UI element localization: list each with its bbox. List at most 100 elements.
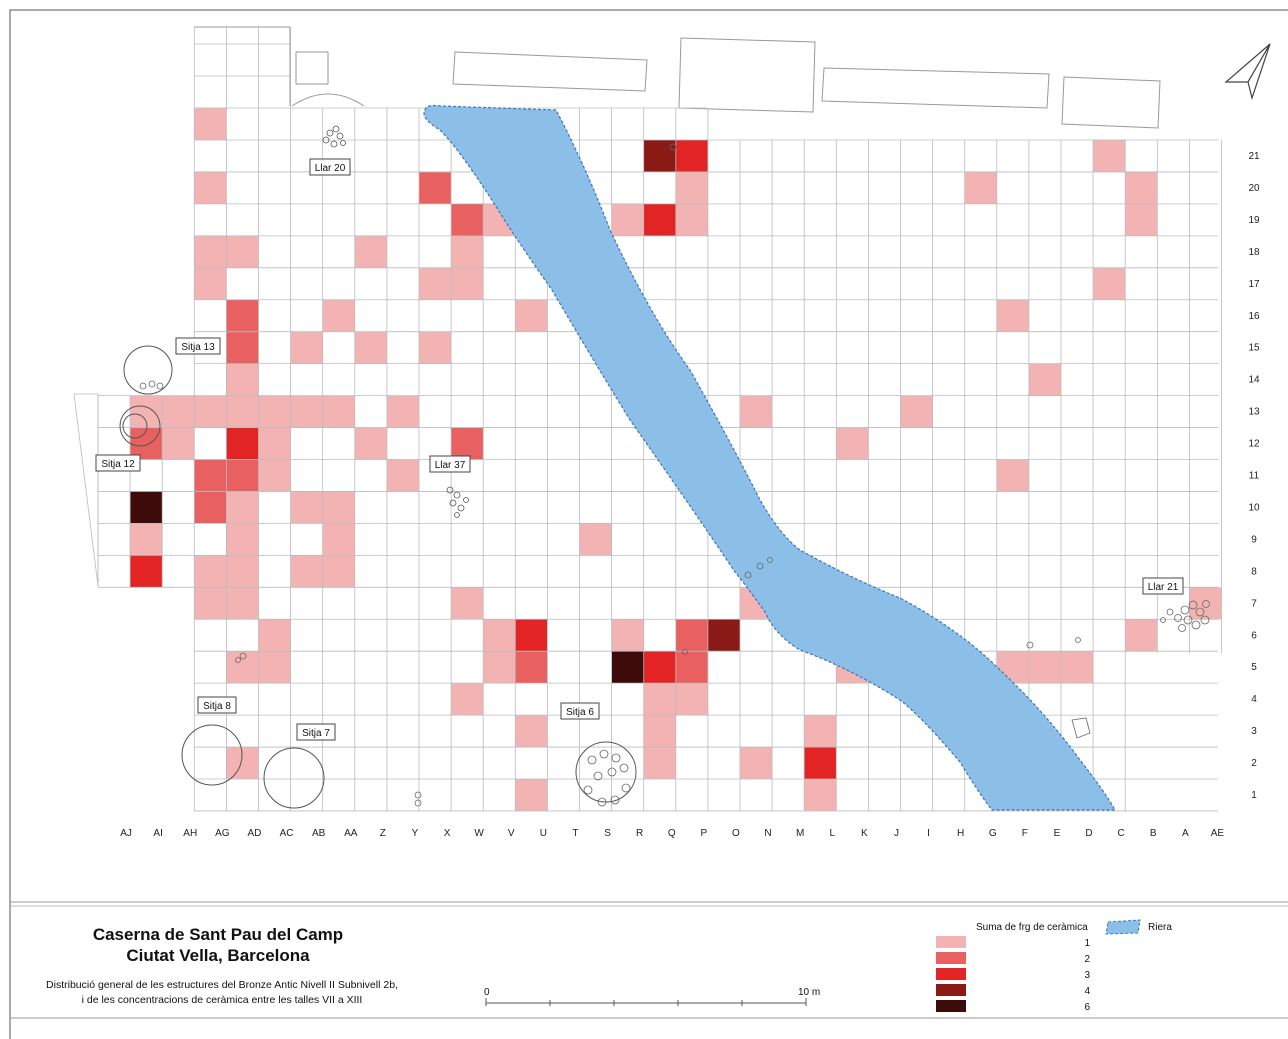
legend-swatch-6 <box>936 1000 966 1012</box>
cell-W-12 <box>451 427 484 460</box>
cell-X-17 <box>419 267 452 300</box>
label-llar-20: Llar 20 <box>309 158 351 176</box>
cell-AA-9 <box>322 523 355 556</box>
svg-text:Sitja 6: Sitja 6 <box>566 707 594 718</box>
row-label: 13 <box>1248 407 1260 418</box>
legend-swatch-2 <box>936 952 966 964</box>
cell-D-5 <box>1061 651 1094 684</box>
row-label: 4 <box>1251 694 1257 705</box>
legend-label-2: 2 <box>1084 954 1090 965</box>
cell-AB-8 <box>290 555 323 588</box>
cell-P-19 <box>675 203 708 236</box>
column-label: D <box>1085 828 1092 839</box>
svg-text:Sitja 13: Sitja 13 <box>181 342 215 353</box>
cell-Z-12 <box>354 427 387 460</box>
cell-AB-10 <box>290 491 323 524</box>
cell-AI-9 <box>130 523 163 556</box>
column-label: O <box>732 828 740 839</box>
cell-AA-13 <box>322 395 355 428</box>
north-arrow-icon <box>1224 43 1271 101</box>
column-label: R <box>636 828 643 839</box>
cell-AC-5 <box>258 651 291 684</box>
column-label: AG <box>215 828 230 839</box>
cell-AG-11 <box>194 459 227 492</box>
cell-P-5 <box>675 651 708 684</box>
label-sitja-8: Sitja 8 <box>197 696 237 714</box>
cell-AC-11 <box>258 459 291 492</box>
cell-Y-13 <box>386 395 419 428</box>
svg-text:Llar 20: Llar 20 <box>315 163 346 174</box>
column-label: AE <box>1211 828 1225 839</box>
row-label: 2 <box>1251 758 1257 769</box>
column-label: M <box>796 828 804 839</box>
column-label: Y <box>412 828 419 839</box>
svg-text:Sitja 8: Sitja 8 <box>203 701 231 712</box>
row-label: 1 <box>1251 790 1257 801</box>
sitja-6-stones <box>583 749 631 807</box>
cell-G-20 <box>964 171 997 204</box>
cell-AC-13 <box>258 395 291 428</box>
cell-AG-8 <box>194 555 227 588</box>
legend-label-4: 4 <box>1084 986 1090 997</box>
cell-AD-13 <box>226 395 259 428</box>
ceramic-concentration-cells <box>130 108 1222 811</box>
column-label: AC <box>280 828 294 839</box>
cell-Q-5 <box>643 651 676 684</box>
cell-E-5 <box>1028 651 1061 684</box>
cell-X-15 <box>419 331 452 364</box>
row-label: 20 <box>1248 183 1260 194</box>
cell-AE-7 <box>1189 587 1222 620</box>
cell-V-6 <box>483 619 516 652</box>
cell-AD-14 <box>226 363 259 396</box>
map-description-2: i de les concentracions de ceràmica entr… <box>82 994 363 1006</box>
cell-AI-10 <box>130 491 163 524</box>
cell-R-19 <box>611 203 644 236</box>
svg-text:Sitja 12: Sitja 12 <box>101 459 135 470</box>
cell-W-4 <box>451 683 484 716</box>
column-label: Q <box>668 828 676 839</box>
misc-stones <box>139 143 1091 807</box>
llar-21-hearth-stones <box>1160 600 1210 632</box>
sitja-12-pit <box>119 405 161 447</box>
legend: Suma de frg de ceràmica 1 2 3 4 6 Riera <box>936 919 1172 1013</box>
scale-start: 0 <box>484 987 490 998</box>
column-label: AD <box>247 828 261 839</box>
column-label: T <box>572 828 578 839</box>
cell-AA-10 <box>322 491 355 524</box>
cell-AG-13 <box>194 395 227 428</box>
cell-C-17 <box>1093 267 1126 300</box>
cell-U-3 <box>515 715 548 748</box>
column-label: W <box>474 828 484 839</box>
column-label: AJ <box>120 828 132 839</box>
cell-L-3 <box>804 715 837 748</box>
map-border <box>9 9 1288 1039</box>
row-label: 12 <box>1248 439 1260 450</box>
cell-AD-18 <box>226 235 259 268</box>
riera-stream <box>423 104 1117 811</box>
legend-title: Suma de frg de ceràmica <box>976 922 1088 933</box>
cell-L-2 <box>804 747 837 779</box>
column-label: V <box>508 828 515 839</box>
map-title: Caserna de Sant Pau del Camp <box>93 925 343 944</box>
svg-text:Llar 21: Llar 21 <box>1148 582 1179 593</box>
legend-swatch-3 <box>936 968 966 980</box>
row-label: 14 <box>1248 375 1260 386</box>
column-label: N <box>764 828 771 839</box>
map-description-1: Distribució general de les estructures d… <box>46 979 398 991</box>
cell-Y-11 <box>386 459 419 492</box>
cell-AD-2 <box>226 747 259 779</box>
cell-AD-16 <box>226 299 259 332</box>
cell-W-7 <box>451 587 484 620</box>
legend-swatch-4 <box>936 984 966 996</box>
row-label: 9 <box>1251 534 1257 545</box>
cell-E-14 <box>1028 363 1061 396</box>
label-sitja-7: Sitja 7 <box>296 723 336 741</box>
cell-W-17 <box>451 267 484 300</box>
cell-R-5 <box>611 651 644 684</box>
cell-V-5 <box>483 651 516 684</box>
svg-text:Sitja 7: Sitja 7 <box>302 728 330 739</box>
column-label: X <box>444 828 451 839</box>
map-subtitle: Ciutat Vella, Barcelona <box>126 946 310 965</box>
cell-U-6 <box>515 619 548 652</box>
column-label: H <box>957 828 964 839</box>
